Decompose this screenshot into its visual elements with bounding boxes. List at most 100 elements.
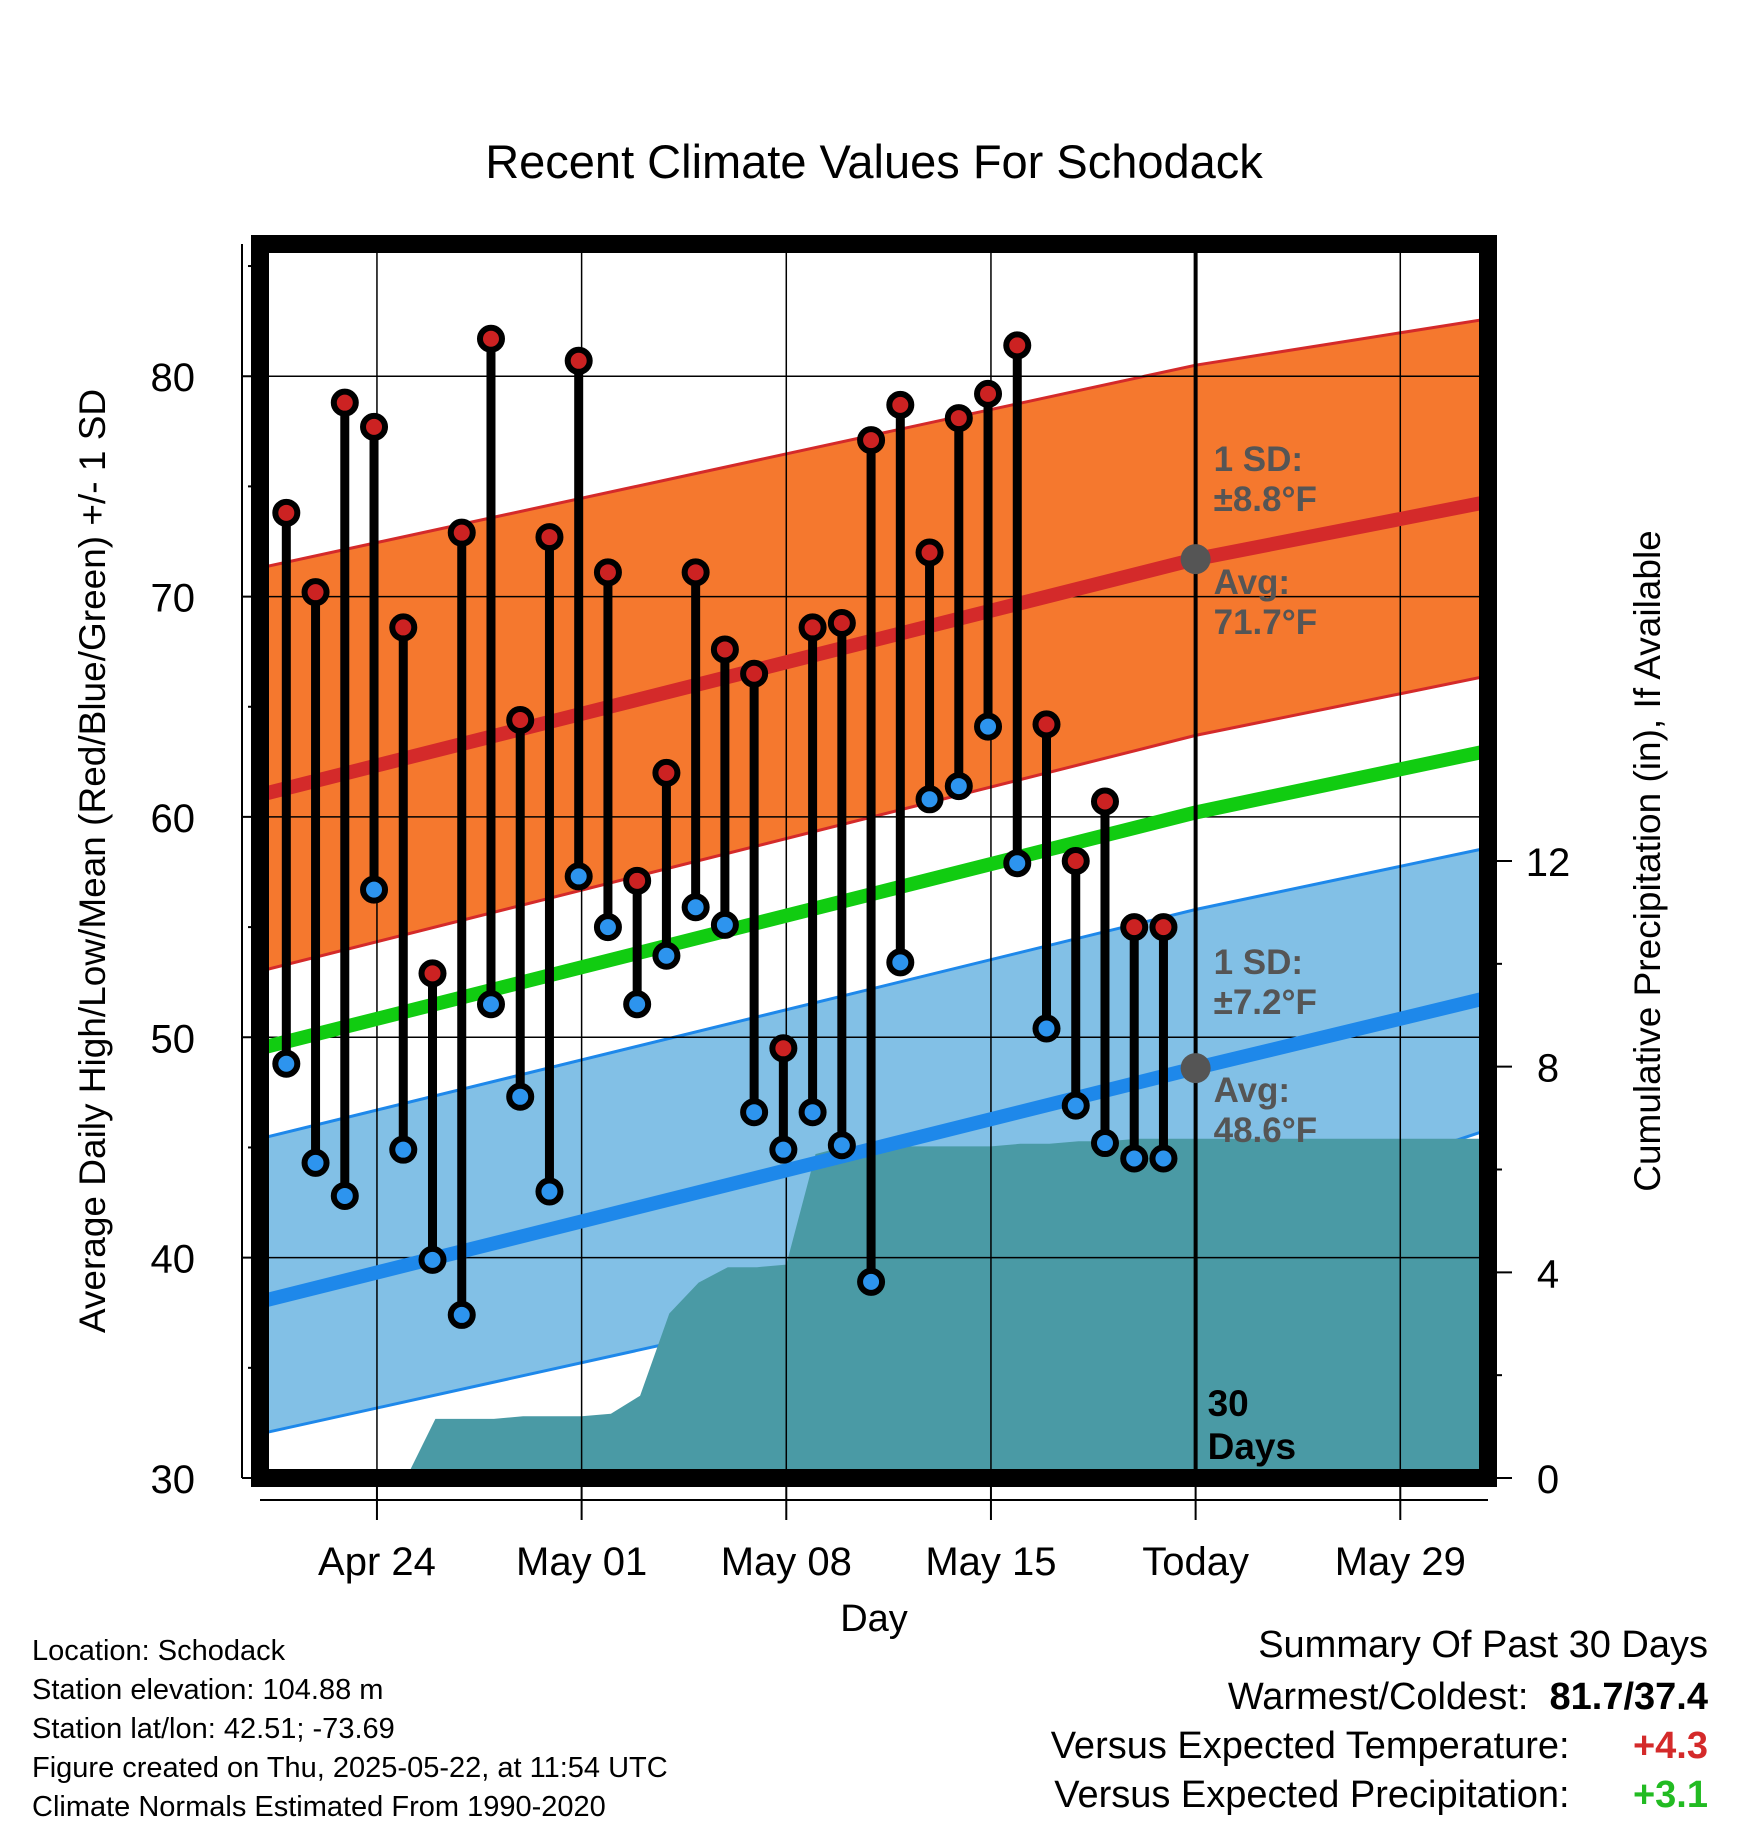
high-point [535, 523, 564, 552]
today-days-label: Days [1208, 1426, 1296, 1467]
y-tick-label: 50 [151, 1017, 196, 1061]
high-point [476, 324, 505, 353]
high-point [1090, 787, 1119, 816]
y2-axis-label: Cumulative Precipitation (in), If Availa… [1627, 530, 1668, 1192]
y2-tick-label: 8 [1537, 1047, 1559, 1091]
low-point [798, 1098, 827, 1127]
low-point [886, 948, 915, 977]
high-point [1061, 847, 1090, 875]
high-avg-value: 71.7°F [1214, 603, 1318, 642]
high-point [652, 758, 681, 787]
summary-warmest-coldest-label: Warmest/Coldest: [1227, 1676, 1529, 1718]
low-point [301, 1148, 330, 1177]
x-tick-label: May 29 [1335, 1540, 1466, 1584]
footer-elevation: Station elevation: 104.88 m [32, 1674, 384, 1706]
today-low-avg-marker [1180, 1053, 1211, 1084]
low-point [506, 1082, 535, 1111]
high-point [593, 558, 622, 587]
low-point [1003, 849, 1032, 878]
low-point [769, 1135, 798, 1164]
x-axis-label: Day [840, 1598, 908, 1640]
high-point [389, 613, 418, 642]
summary-temp: Versus Expected Temperature: +4.3 [1051, 1723, 1708, 1769]
high-point [681, 558, 710, 587]
low-point [710, 910, 739, 939]
summary-precip-label: Versus Expected Precipitation: [1054, 1774, 1570, 1816]
low-point [272, 1049, 301, 1078]
plot-frame [251, 235, 1497, 1487]
low-point [1032, 1014, 1061, 1043]
y-tick-label: 30 [151, 1458, 196, 1502]
high-avg-label: Avg: [1214, 563, 1290, 602]
high-point [1149, 913, 1178, 942]
precipitation-area [260, 1138, 1488, 1478]
low-point [593, 913, 622, 942]
low-point [447, 1300, 476, 1329]
high-point [710, 635, 739, 664]
y2-tick-label: 4 [1537, 1252, 1559, 1296]
y-axis-label: Average Daily High/Low/Mean (Red/Blue/Gr… [72, 389, 113, 1333]
footer-normals: Climate Normals Estimated From 1990-2020 [32, 1791, 606, 1823]
low-point [944, 772, 973, 801]
y-tick-label: 60 [151, 797, 196, 841]
high-point [272, 498, 301, 527]
low-point [1120, 1144, 1149, 1173]
low-point [827, 1131, 856, 1160]
today-high-avg-marker [1180, 544, 1211, 575]
high-point [1032, 710, 1061, 739]
high-point [886, 390, 915, 419]
high-point [769, 1034, 798, 1063]
low-point [360, 875, 389, 904]
summary-temp-value: +4.3 [1632, 1725, 1708, 1767]
high-point [301, 578, 330, 607]
low-point [535, 1177, 564, 1206]
high-point [1120, 913, 1149, 942]
high-sd-label: 1 SD: [1214, 440, 1303, 479]
high-point [974, 379, 1003, 408]
y-tick-label: 70 [151, 577, 196, 621]
today-days-label: 30 [1208, 1383, 1249, 1424]
footer-created: Figure created on Thu, 2025-05-22, at 11… [32, 1752, 668, 1784]
high-point [447, 518, 476, 547]
low-point [330, 1181, 359, 1210]
chart-title: Recent Climate Values For Schodack [485, 135, 1263, 188]
low-point [681, 893, 710, 922]
high-point [506, 705, 535, 734]
high-point [418, 959, 447, 988]
x-tick-label: May 01 [516, 1540, 647, 1584]
high-point [623, 866, 652, 895]
footer-location: Location: Schodack [32, 1635, 286, 1667]
low-avg-label: Avg: [1214, 1071, 1290, 1110]
summary-warmest-coldest-value: 81.7/37.4 [1549, 1676, 1708, 1718]
summary-warmest-coldest: Warmest/Coldest: 81.7/37.4 [1228, 1674, 1708, 1720]
low-point [740, 1098, 769, 1127]
y2-tick-label: 0 [1537, 1458, 1559, 1502]
high-point [827, 609, 856, 638]
high-point [944, 404, 973, 433]
low-point [476, 990, 505, 1019]
x-tick-label: May 15 [925, 1540, 1056, 1584]
high-point [360, 412, 389, 441]
low-point [857, 1267, 886, 1296]
high-point [330, 388, 359, 417]
high-point [798, 613, 827, 642]
high-point [915, 538, 944, 567]
summary-title: Summary Of Past 30 Days [1258, 1624, 1708, 1666]
high-point [1003, 331, 1032, 360]
low-point [974, 712, 1003, 741]
low-sd-label: 1 SD: [1214, 943, 1303, 982]
low-point [1061, 1091, 1090, 1120]
summary-precip: Versus Expected Precipitation: +3.1 [1054, 1772, 1708, 1818]
high-point [740, 659, 769, 688]
high-point [857, 426, 886, 455]
low-point [564, 862, 593, 891]
y2-tick-label: 12 [1526, 841, 1571, 885]
low-point [915, 785, 944, 814]
x-tick-label: Apr 24 [318, 1540, 436, 1584]
high-sd-value: ±8.8°F [1214, 480, 1317, 519]
low-point [1149, 1144, 1178, 1173]
low-point [652, 941, 681, 970]
x-tick-label: May 08 [721, 1540, 852, 1584]
low-point [418, 1245, 447, 1274]
